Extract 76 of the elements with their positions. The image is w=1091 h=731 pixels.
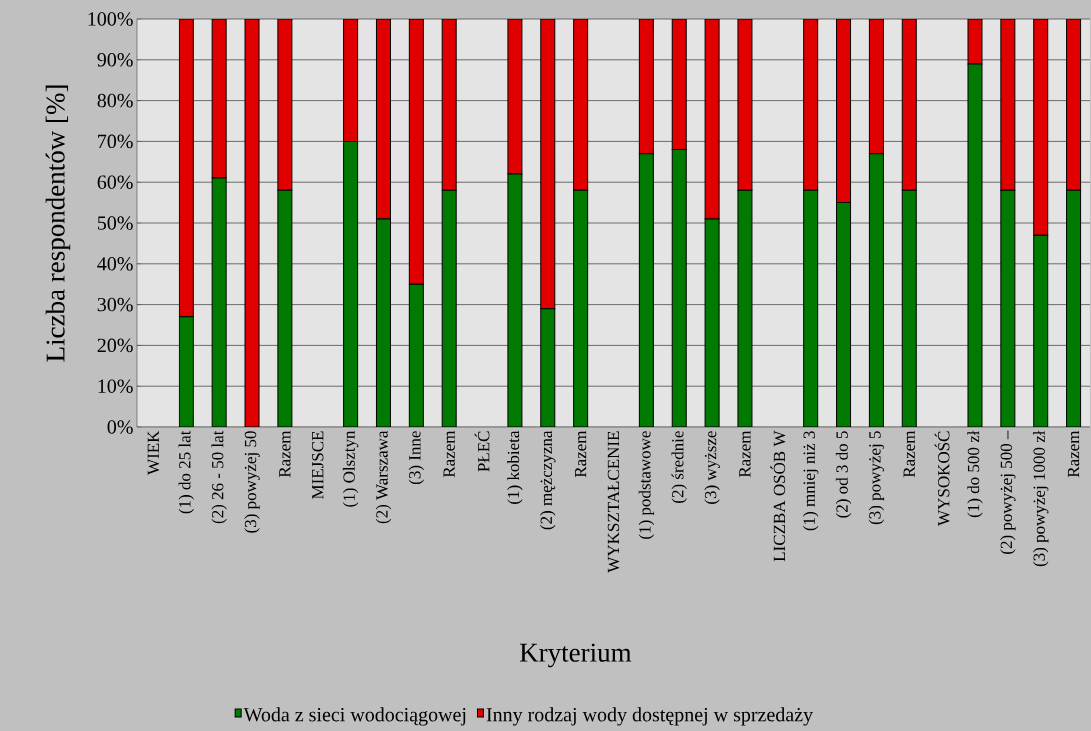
bar [408,19,424,285]
x-tick-label: WYKSZTAŁCENIE [607,431,620,573]
x-tick-label: (2) Warszawa [375,430,392,524]
x-tick-label: Razem [739,430,751,478]
x-tick-label: PŁEĆ [474,431,490,472]
bar [868,19,884,155]
y-tick-label: 10% [98,379,133,393]
x-tick-label: (1) Olsztyn [342,430,359,507]
bar [178,19,194,318]
x-tick-label: MIEJSCE [312,431,324,500]
x-tick-label: WIEK [147,430,160,475]
x-tick-label: (3) Inne [408,431,425,485]
x-tick-label: (3) wyższe [704,431,720,504]
y-tick-label: 60% [97,175,133,189]
legend-label: Woda z sieci wodociągowej [243,707,466,726]
bar [803,19,819,191]
y-tick-label: 80% [97,93,133,108]
x-tick-label: (2) średnie [671,431,687,503]
y-tick-label: 40% [97,257,133,271]
x-axis-title: Kryterium [519,643,632,668]
x-tick-label: (1) mniej niż 3 [802,431,819,531]
x-tick-label: Razem [1067,430,1080,478]
bar [901,189,917,427]
y-tick-label: 90% [97,53,133,67]
bar [178,316,194,427]
bar [441,19,457,191]
x-tick-label: WYSOKOŚĆ [934,431,950,526]
bar [638,19,654,155]
bar [408,283,424,427]
y-tick-label: 50% [97,216,133,230]
y-tick-label: 70% [98,134,133,149]
legend-label: Inny rodzaj wody dostępnej w sprzedaży [486,707,814,726]
bar [375,19,391,220]
y-axis-title: Liczba respondentów [%] [45,85,71,362]
bar [671,19,687,151]
bar [540,19,556,310]
bar [375,218,391,427]
bar [573,19,589,191]
x-tick-label: (1) do 25 lat [178,430,195,514]
x-tick-label: (2) mężczyzna [540,430,556,530]
bar [441,189,457,427]
bar [211,19,227,179]
bar [211,177,227,427]
bar [540,308,556,427]
x-tick-label: Razem [279,430,291,478]
x-tick-label: (1) kobieta [507,430,523,504]
x-tick-label: Razem [903,430,915,478]
x-tick-label: (2) od 3 do 5 [835,431,852,518]
bar [573,189,589,427]
y-tick-label: 20% [97,338,133,353]
y-tick-label: 100% [88,12,133,26]
x-tick-label: Razem [443,430,455,478]
x-tick-label: (3) powyżej 1000 zł [1032,430,1049,567]
bar [1033,234,1049,427]
bar [343,140,359,427]
x-tick-label: (1) do 500 zł [967,430,983,518]
bar [803,189,819,427]
y-tick-label: 30% [97,297,133,312]
x-tick-label: (1) podstawowe [638,431,655,539]
x-tick-label: (3) powyżej 50 [244,431,260,533]
x-tick-label: Razem [574,430,587,478]
bar [1066,19,1082,191]
bar [343,19,359,142]
x-tick-label: LICZBA OSÓB W [770,430,786,562]
x-tick-label: (2) 26 - 50 lat [211,430,227,524]
bar [836,202,852,427]
bar [671,149,687,427]
bar [901,19,917,191]
bar [1066,189,1082,427]
bar [868,153,884,427]
bar [836,19,852,204]
x-tick-label: (3) powyżej 5 [868,431,885,525]
bar [1033,19,1049,236]
y-tick-label: 0% [107,420,133,434]
bar [638,153,654,427]
x-tick-label: (2) powyżej 500 – [1000,430,1016,554]
